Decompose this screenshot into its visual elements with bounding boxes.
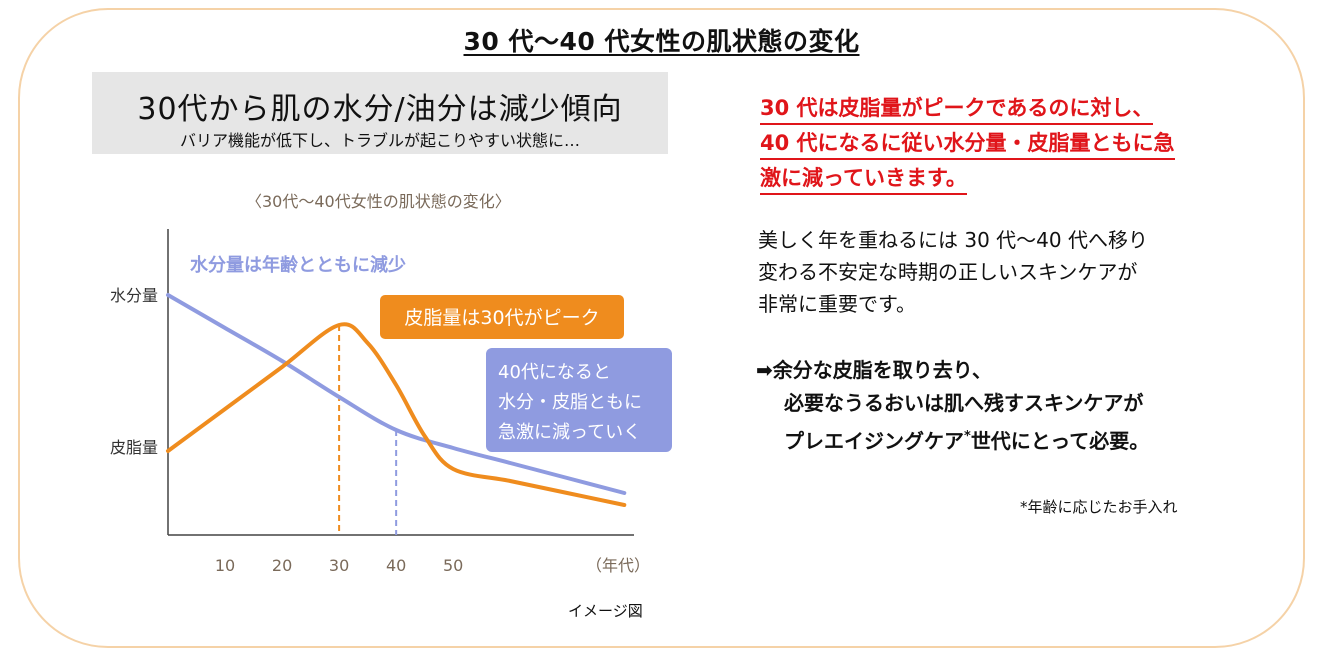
page-title: 30 代〜40 代女性の肌状態の変化 [463, 27, 860, 56]
series-line-oil [166, 322, 627, 507]
forties-decline-line-1: 40代になると [498, 362, 611, 383]
body-line-1: 美しく年を重ねるには 30 代〜40 代へ移り [758, 228, 1148, 252]
conclusion-line-1: ➡余分な皮脂を取り去り、 [756, 358, 992, 382]
forties-decline-box [486, 348, 672, 452]
x-tick-label: 10 [215, 556, 235, 575]
x-tick-label: 30 [329, 556, 349, 575]
body-line-3: 非常に重要です。 [758, 292, 916, 316]
body-line-2: 変わる不安定な時期の正しいスキンケアが [758, 260, 1138, 284]
footnote: *年齢に応じたお手入れ [1020, 498, 1178, 516]
conclusion-line-3: プレエイジングケア*世代にとって必要。 [756, 420, 1226, 458]
x-tick-label: 20 [272, 556, 292, 575]
series-line-water [166, 293, 627, 495]
water-decrease-label: 水分量は年齢とともに減少 [190, 254, 406, 276]
pre-aging-care-text: プレエイジングケア [784, 429, 964, 453]
red-line-3: 激に減っていきます。 [760, 163, 967, 195]
image-caption: イメージ図 [568, 602, 643, 620]
headline-subtitle: バリア機能が低下し、トラブルが起こりやすい状態に… [179, 131, 580, 150]
red-line-2: 40 代になるに従い水分量・皮脂量ともに急 [760, 128, 1175, 160]
x-tick-label: 50 [443, 556, 463, 575]
forties-decline-line-2: 水分・皮脂ともに [498, 392, 642, 413]
x-unit-label: （年代） [586, 556, 650, 575]
chart-caption: 〈30代〜40代女性の肌状態の変化〉 [246, 192, 511, 211]
y-label-oil: 皮脂量 [110, 438, 158, 457]
y-label-water: 水分量 [110, 286, 158, 305]
red-line-1: 30 代は皮脂量がピークであるのに対し、 [760, 93, 1154, 125]
conclusion-block: ➡余分な皮脂を取り去り、 必要なうるおいは肌へ残すスキンケアが プレエイジングケ… [756, 354, 1226, 458]
red-highlight-text: 30 代は皮脂量がピークであるのに対し、 40 代になるに従い水分量・皮脂量とも… [760, 92, 1220, 197]
x-tick-label: 40 [386, 556, 406, 575]
headline-title: 30代から肌の水分/油分は減少傾向 [137, 92, 623, 127]
headline-box: 30代から肌の水分/油分は減少傾向 バリア機能が低下し、トラブルが起こりやすい状… [92, 72, 668, 154]
asterisk-mark: * [964, 429, 971, 444]
forties-decline-line-3: 急激に減っていく [498, 422, 641, 443]
oil-peak-badge [380, 295, 624, 339]
body-paragraph: 美しく年を重ねるには 30 代〜40 代へ移り 変わる不安定な時期の正しいスキン… [758, 224, 1228, 320]
oil-peak-label: 皮脂量は30代がピーク [404, 307, 599, 329]
conclusion-line-2: 必要なうるおいは肌へ残すスキンケアが [784, 391, 1144, 415]
generation-text: 世代にとって必要。 [970, 429, 1150, 453]
